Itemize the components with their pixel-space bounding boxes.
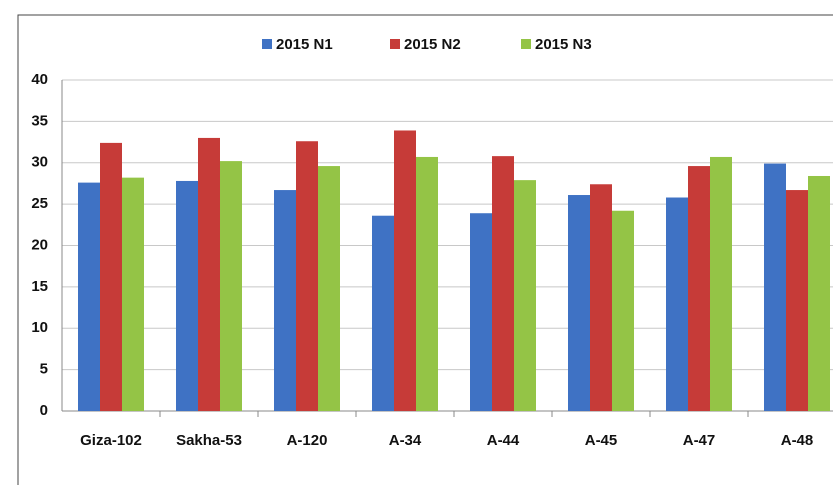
y-tick-label: 25 (31, 195, 48, 212)
bar (568, 195, 590, 411)
bar (514, 180, 536, 411)
bar (198, 137, 220, 412)
legend-swatch (262, 39, 272, 49)
legend-label: 2015 N2 (404, 36, 461, 53)
bar (786, 190, 808, 411)
y-tick-label: 10 (31, 319, 48, 336)
x-tick-label: A-44 (487, 432, 520, 449)
y-tick-label: 40 (31, 71, 48, 88)
y-tick-label: 0 (40, 402, 48, 419)
x-tick-label: A-120 (287, 432, 328, 449)
bar (710, 156, 732, 411)
bar (176, 180, 198, 411)
x-tick-label: Giza-102 (80, 432, 142, 449)
bar (372, 215, 394, 411)
bar (666, 197, 688, 411)
x-tick-label: Sakha-53 (176, 432, 242, 449)
bar (100, 142, 122, 411)
bar (470, 213, 492, 411)
bar (612, 210, 634, 411)
bar (416, 156, 438, 411)
x-tick-label: A-48 (781, 432, 814, 449)
legend-label: 2015 N3 (535, 36, 592, 53)
x-tick-label: A-45 (585, 432, 618, 449)
y-tick-label: 15 (31, 278, 48, 295)
bar (590, 184, 612, 411)
y-tick-label: 20 (31, 236, 48, 253)
bar (492, 156, 514, 411)
legend-swatch (521, 39, 531, 49)
bar (122, 177, 144, 411)
bar (274, 190, 296, 411)
x-tick-label: A-47 (683, 432, 716, 449)
y-tick-label: 5 (40, 361, 48, 378)
bar (318, 166, 340, 411)
bar (220, 161, 242, 411)
legend-label: 2015 N1 (276, 36, 333, 53)
bar (764, 163, 786, 411)
legend-swatch (390, 39, 400, 49)
bar (296, 141, 318, 412)
bar (78, 182, 100, 411)
y-tick-label: 35 (31, 112, 48, 129)
x-tick-label: A-34 (389, 432, 422, 449)
bar (394, 130, 416, 412)
bar (688, 166, 710, 411)
bar (808, 175, 830, 411)
y-tick-label: 30 (31, 154, 48, 171)
